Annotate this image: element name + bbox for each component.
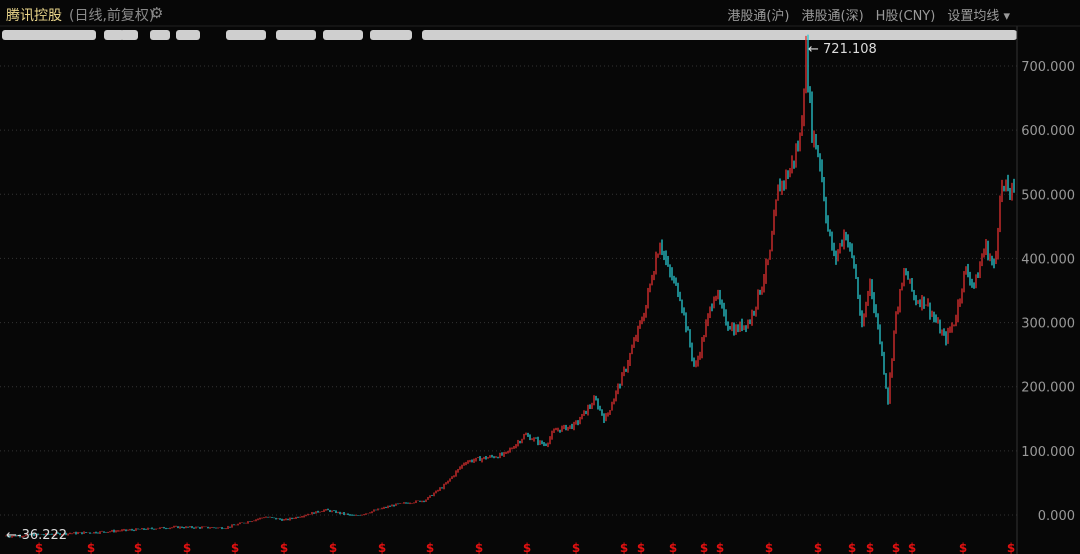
dividend-marker: $ xyxy=(378,541,386,554)
y-tick-label: 400.000 xyxy=(1021,252,1075,267)
event-marker[interactable] xyxy=(422,30,1017,40)
y-tick-label: 0.000 xyxy=(1038,509,1075,524)
y-tick-label: 300.000 xyxy=(1021,317,1075,332)
tab-hk-connect-sh[interactable]: 港股通(沪) xyxy=(727,9,790,24)
stock-title: 腾讯控股 xyxy=(6,8,62,24)
dividend-marker: $ xyxy=(700,541,708,554)
y-tick-label: 500.000 xyxy=(1021,188,1075,203)
dividend-marker: $ xyxy=(959,541,967,554)
y-tick-label: 200.000 xyxy=(1021,381,1075,396)
dividend-marker: $ xyxy=(183,541,191,554)
dividend-marker: $ xyxy=(426,541,434,554)
dividend-marker: $ xyxy=(848,541,856,554)
event-marker[interactable] xyxy=(104,30,124,40)
dividend-marker: $ xyxy=(814,541,822,554)
event-marker[interactable] xyxy=(276,30,316,40)
dividend-marker: $ xyxy=(134,541,142,554)
event-marker[interactable] xyxy=(323,30,363,40)
min-label: ←-36.222 xyxy=(6,528,68,543)
min-value: 36.222 xyxy=(21,528,68,543)
dividend-marker: $ xyxy=(231,541,239,554)
tab-set-ma[interactable]: 设置均线 ▾ xyxy=(947,9,1010,24)
y-tick-label: 700.000 xyxy=(1021,60,1075,75)
event-marker[interactable] xyxy=(150,30,170,40)
y-tick-label: 100.000 xyxy=(1021,445,1075,460)
event-strip xyxy=(0,30,1017,40)
dividend-marker: $ xyxy=(620,541,628,554)
dividend-marker: $ xyxy=(35,541,43,554)
dividend-marker: $ xyxy=(716,541,724,554)
dividend-marker: $ xyxy=(866,541,874,554)
dividend-marker: $ xyxy=(637,541,645,554)
dividend-marker: $ xyxy=(669,541,677,554)
max-value: 721.108 xyxy=(823,42,877,57)
dividend-marker: $ xyxy=(765,541,773,554)
tab-h-share-cny[interactable]: H股(CNY) xyxy=(875,9,936,24)
dividend-marker: $ xyxy=(87,541,95,554)
y-tick-label: 600.000 xyxy=(1021,124,1075,139)
event-marker[interactable] xyxy=(176,30,200,40)
header-tabs: 港股通(沪) 港股通(深) H股(CNY) 设置均线 ▾ xyxy=(727,5,1010,24)
event-marker[interactable] xyxy=(370,30,412,40)
dividend-marker: $ xyxy=(329,541,337,554)
event-marker[interactable] xyxy=(226,30,266,40)
dividend-marker: $ xyxy=(908,541,916,554)
dividend-marker: $ xyxy=(572,541,580,554)
tab-hk-connect-sz[interactable]: 港股通(深) xyxy=(801,9,864,24)
max-label: ← 721.108 xyxy=(808,42,877,57)
event-marker[interactable] xyxy=(2,30,96,40)
event-marker[interactable] xyxy=(120,30,138,40)
dividend-marker: $ xyxy=(280,541,288,554)
gear-icon[interactable]: ⚙ xyxy=(150,4,164,22)
dividend-marker: $ xyxy=(523,541,531,554)
dividend-marker: $ xyxy=(475,541,483,554)
chart-header: 腾讯控股 (日线,前复权) ⚙ 港股通(沪) 港股通(深) H股(CNY) 设置… xyxy=(0,0,1080,26)
dividend-marker: $ xyxy=(892,541,900,554)
chart-mode: (日线,前复权) xyxy=(69,8,155,24)
dividend-marker: $ xyxy=(1007,541,1015,554)
